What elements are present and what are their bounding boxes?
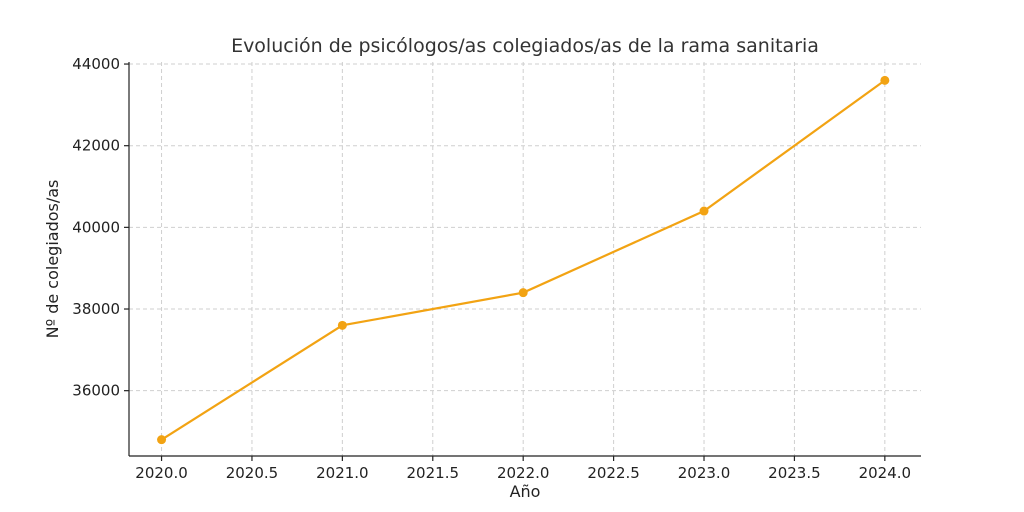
x-tick-label: 2020.5 [226,464,279,482]
y-tick-label: 40000 [72,218,120,236]
data-point [337,320,347,330]
x-tick-label: 2022.5 [587,464,640,482]
data-point [880,75,890,85]
chart-title: Evolución de psicólogos/as colegiados/as… [231,35,819,57]
x-tick-label: 2020.0 [135,464,188,482]
data-point [518,288,528,298]
tick-labels: 2020.0 2020.5 2021.0 2021.5 2022.0 2022.5 2023… [72,55,911,482]
y-tick-label: 38000 [72,300,120,318]
x-axis-label: Año [510,482,541,501]
data-point [157,435,167,445]
x-tick-label: 2022.0 [497,464,550,482]
series-salinity [157,75,890,445]
y-tick-label: 44000 [72,55,120,73]
y-tick-label: 42000 [72,137,120,155]
y-tick-label: 36000 [72,382,120,400]
y-axis-label: Nº de colegiados/as [43,180,62,339]
x-tick-label: 2023.0 [678,464,731,482]
x-tick-label: 2023.5 [768,464,821,482]
x-tick-label: 2021.0 [316,464,369,482]
grid [129,62,921,456]
data-point [699,206,709,216]
axes [124,62,921,461]
x-tick-label: 2024.0 [859,464,912,482]
x-tick-label: 2021.5 [407,464,460,482]
